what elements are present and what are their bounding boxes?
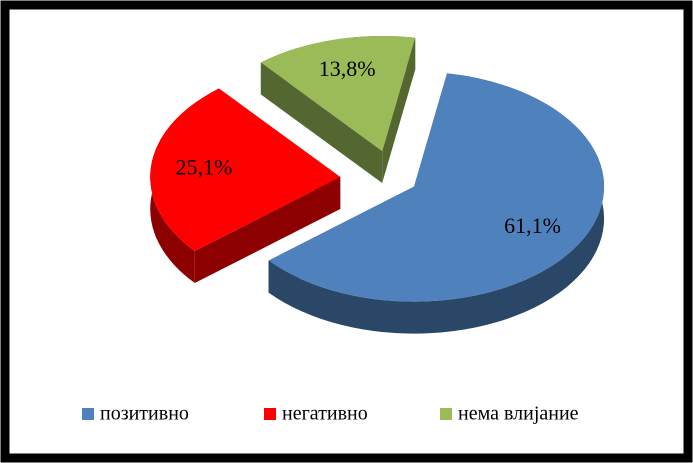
slice-side: [194, 177, 341, 284]
slice-side: [268, 73, 605, 334]
data-label: 61,1%: [504, 213, 561, 238]
slice: [268, 73, 605, 302]
legend-swatch: [264, 408, 276, 420]
legend-swatch: [82, 408, 94, 420]
legend-label: позитивно: [100, 403, 189, 425]
legend-label: нема влијание: [458, 403, 579, 425]
slice-side: [382, 37, 416, 184]
data-label: 25,1%: [176, 155, 233, 180]
slice-side: [260, 62, 383, 184]
slice: [150, 88, 341, 252]
legend-swatch: [440, 408, 452, 420]
slice: [260, 36, 416, 152]
data-label: 13,8%: [319, 56, 376, 81]
legend-label: негативно: [282, 403, 368, 425]
